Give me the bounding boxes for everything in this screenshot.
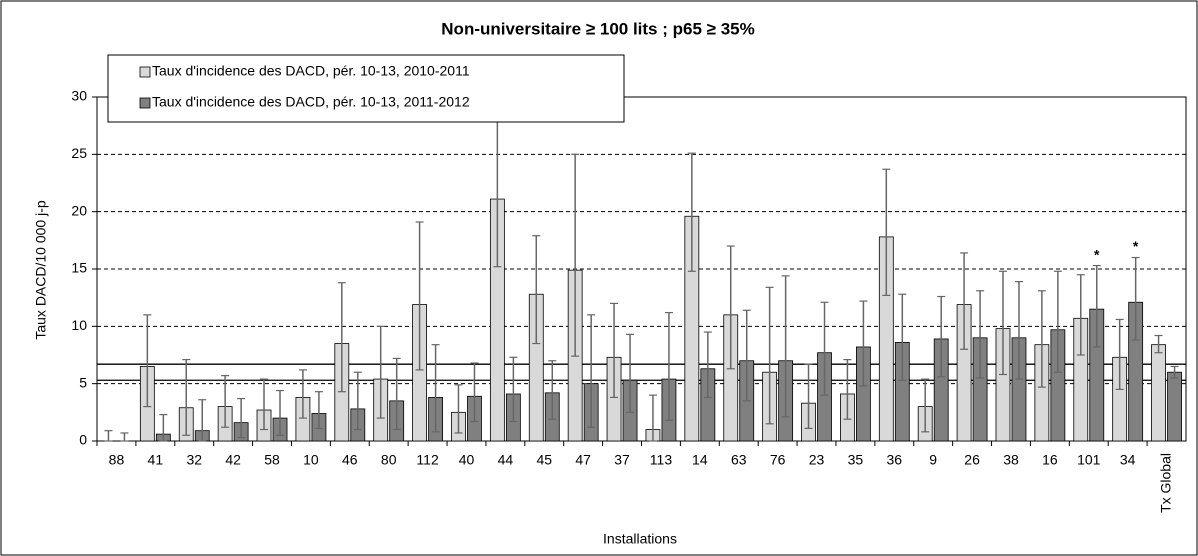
y-axis-label: Taux DACD/10 000 j-p: [33, 200, 49, 340]
x-tick-label: 40: [459, 452, 475, 468]
x-tick-label: 41: [148, 452, 164, 468]
y-tick-label: 30: [71, 88, 87, 104]
x-tick-label: 45: [536, 452, 552, 468]
x-tick-label: 9: [929, 452, 937, 468]
x-tick-label: 10: [303, 452, 319, 468]
x-axis-label: Installations: [603, 531, 677, 547]
legend-swatch: [139, 97, 151, 109]
x-tick-label: Tx Global: [1157, 453, 1173, 513]
x-tick-label: 80: [381, 452, 397, 468]
y-tick-label: 15: [71, 260, 87, 276]
legend-label: Taux d'incidence des DACD, pér. 10-13, 2…: [152, 63, 470, 79]
x-tick-label: 23: [809, 452, 825, 468]
x-tick-label: 37: [614, 452, 630, 468]
bar: [1167, 371, 1182, 442]
x-tick-label: 35: [848, 452, 864, 468]
x-tick-label: 44: [498, 452, 514, 468]
x-tick-label: 16: [1042, 452, 1058, 468]
legend-label: Taux d'incidence des DACD, pér. 10-13, 2…: [152, 94, 470, 110]
bar: [1151, 344, 1166, 442]
x-tick-label: 113: [650, 452, 673, 468]
x-tick-label: 38: [1003, 452, 1019, 468]
legend-swatch: [139, 66, 151, 78]
y-tick-label: 25: [71, 145, 87, 161]
x-tick-label: 36: [887, 452, 903, 468]
x-tick-label: 34: [1120, 452, 1136, 468]
x-tick-label: 26: [964, 452, 980, 468]
x-tick-label: 14: [692, 452, 708, 468]
x-tick-label: 112: [416, 452, 439, 468]
legend-box: [107, 54, 625, 123]
x-tick-label: 101: [1077, 452, 1101, 468]
x-tick-label: 32: [186, 452, 202, 468]
y-tick-label: 20: [71, 202, 87, 218]
significance-marker: *: [1094, 246, 1100, 262]
x-tick-label: 76: [770, 452, 786, 468]
x-tick-label: 42: [225, 452, 241, 468]
x-tick-label: 47: [575, 452, 591, 468]
chart-title: Non-universitaire ≥ 100 lits ; p65 ≥ 35%: [441, 19, 754, 38]
x-tick-label: 63: [731, 452, 747, 468]
x-tick-label: 46: [342, 452, 358, 468]
y-tick-label: 10: [71, 317, 87, 333]
significance-marker: *: [1133, 238, 1139, 254]
y-tick-label: 5: [79, 374, 87, 390]
x-tick-label: 88: [109, 452, 125, 468]
y-tick-label: 0: [79, 432, 87, 448]
x-tick-label: 58: [264, 452, 280, 468]
